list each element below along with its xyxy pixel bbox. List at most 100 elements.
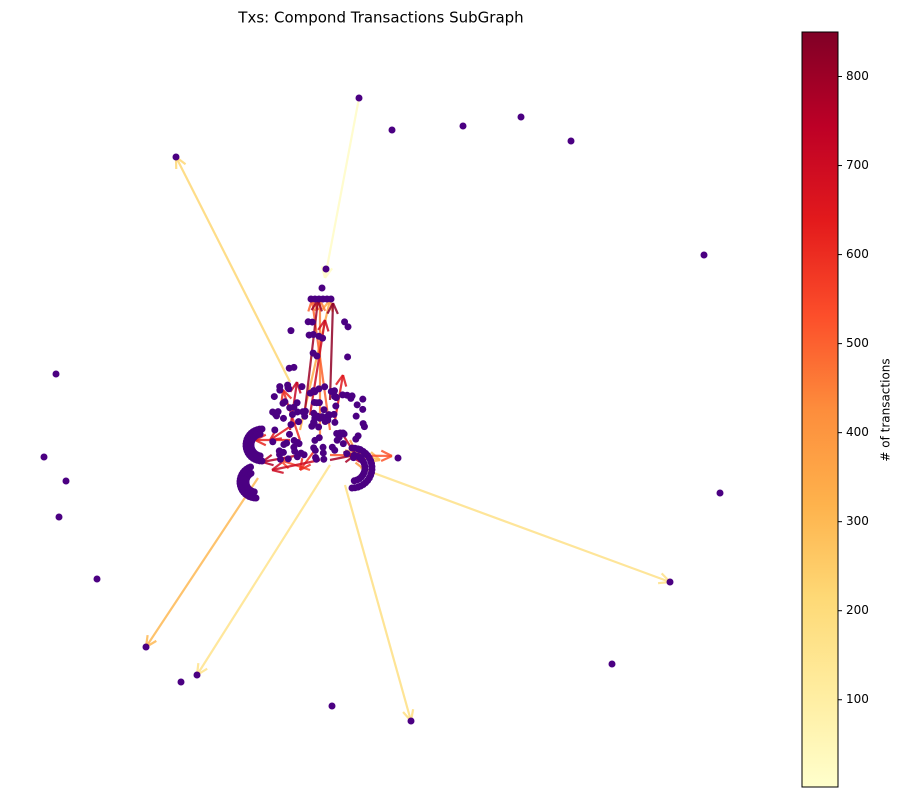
node — [358, 454, 365, 461]
node — [63, 478, 70, 485]
node — [173, 154, 180, 161]
node — [357, 446, 364, 453]
edge — [345, 485, 413, 721]
edge-line — [345, 485, 411, 721]
node — [94, 576, 101, 583]
colorbar-tick-label: 600 — [846, 247, 869, 261]
arrow-head — [325, 320, 328, 331]
node — [257, 431, 264, 438]
node — [286, 431, 293, 438]
node — [281, 398, 288, 405]
node — [178, 679, 185, 686]
node — [568, 138, 575, 145]
nodes — [41, 95, 724, 725]
node — [288, 421, 295, 428]
node — [143, 644, 150, 651]
node — [306, 332, 313, 339]
node — [350, 454, 357, 461]
node — [290, 364, 297, 371]
node — [340, 440, 347, 447]
node — [247, 463, 254, 470]
node — [298, 450, 305, 457]
node — [359, 406, 366, 413]
node — [277, 456, 284, 463]
node — [310, 387, 317, 394]
edge — [176, 157, 290, 382]
node — [329, 444, 336, 451]
node — [320, 456, 327, 463]
node — [290, 444, 297, 451]
node — [280, 441, 287, 448]
colorbar-tick-label: 500 — [846, 336, 869, 350]
node — [280, 449, 287, 456]
node — [333, 394, 340, 401]
node — [276, 387, 283, 394]
node — [310, 410, 317, 417]
node — [328, 296, 335, 303]
node — [337, 429, 344, 436]
node — [194, 672, 201, 679]
node — [316, 415, 323, 422]
edges — [146, 98, 670, 721]
node — [298, 383, 305, 390]
node — [609, 661, 616, 668]
node — [408, 718, 415, 725]
node — [295, 418, 302, 425]
node — [309, 319, 316, 326]
node — [344, 353, 351, 360]
node — [359, 396, 366, 403]
colorbar-tick-label: 400 — [846, 425, 869, 439]
node — [717, 490, 724, 497]
edge-line — [325, 98, 359, 278]
chart-title: Txs: Compond Transactions SubGraph — [237, 9, 523, 27]
arrow-head — [272, 470, 284, 473]
node — [53, 371, 60, 378]
node — [294, 408, 301, 415]
node — [323, 266, 330, 273]
node — [316, 434, 323, 441]
node — [341, 318, 348, 325]
node — [269, 438, 276, 445]
node — [343, 450, 350, 457]
node — [319, 285, 326, 292]
edge — [327, 303, 337, 400]
node — [353, 413, 360, 420]
node — [313, 456, 320, 463]
node — [332, 403, 339, 410]
node — [312, 447, 319, 454]
node — [518, 114, 525, 121]
arrow-head — [343, 375, 346, 387]
edge — [146, 478, 258, 647]
node — [354, 401, 361, 408]
node — [56, 514, 63, 521]
node — [272, 411, 279, 418]
node — [313, 399, 320, 406]
edge — [197, 465, 330, 675]
node — [280, 415, 287, 422]
node — [286, 404, 293, 411]
node — [349, 485, 356, 492]
node — [395, 455, 402, 462]
edge-line — [330, 303, 333, 400]
colorbar-tick-label: 300 — [846, 514, 869, 528]
node — [331, 419, 338, 426]
node — [291, 437, 298, 444]
node — [701, 252, 708, 259]
node — [41, 454, 48, 461]
node — [329, 703, 336, 710]
node — [325, 411, 332, 418]
node — [320, 449, 327, 456]
colorbar-tick-label: 200 — [846, 603, 869, 617]
edge-line — [197, 465, 330, 675]
node — [319, 335, 326, 342]
node — [667, 579, 674, 586]
node — [351, 477, 358, 484]
node — [347, 395, 354, 402]
node — [271, 393, 278, 400]
colorbar-tick-label: 700 — [846, 158, 869, 172]
node — [285, 455, 292, 462]
edge-line — [176, 157, 290, 382]
node — [360, 420, 367, 427]
edge-line — [360, 468, 670, 582]
